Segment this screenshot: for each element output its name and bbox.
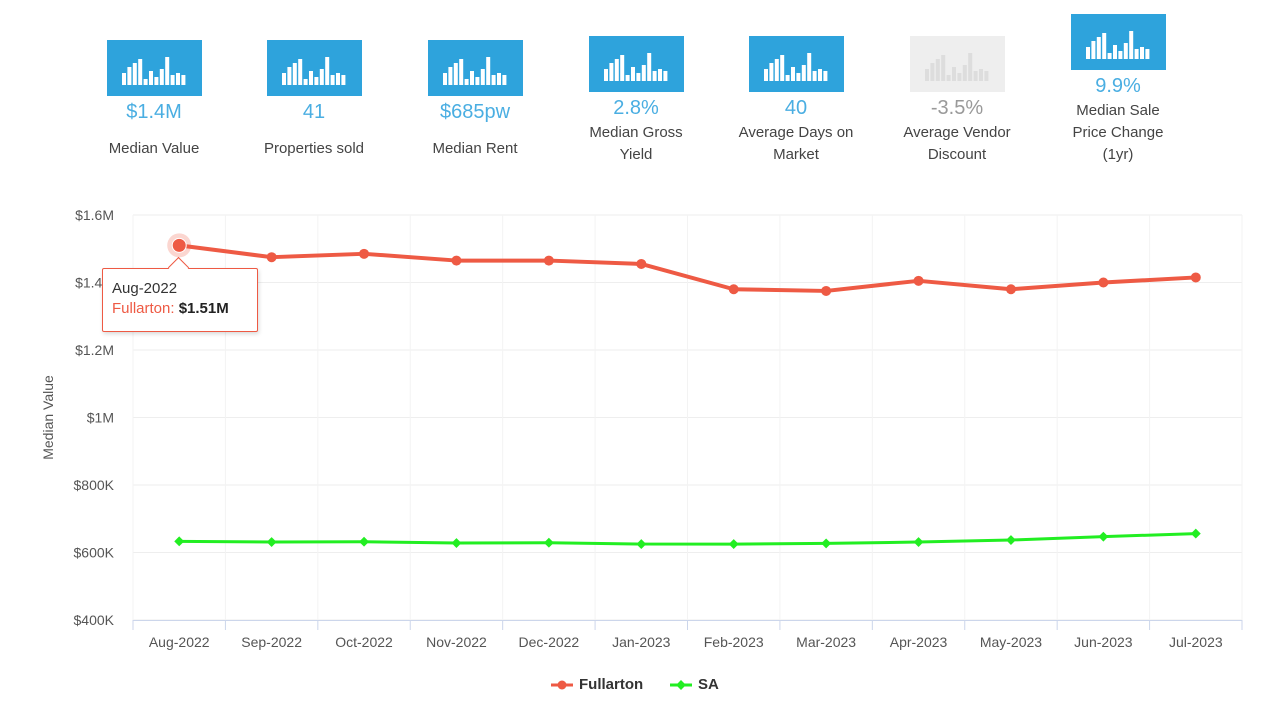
x-tick-label: Sep-2022 [241, 634, 302, 650]
stat-label-line: Average Vendor [903, 124, 1011, 141]
data-point[interactable] [728, 284, 739, 295]
data-point[interactable] [1098, 531, 1109, 542]
data-point[interactable] [1098, 277, 1109, 288]
data-point[interactable] [636, 539, 647, 550]
x-tick-label: Jan-2023 [612, 634, 671, 650]
chart-svg: $400K$600K$800K$1M$1.2M$1.4M$1.6MAug-202… [40, 207, 1243, 650]
y-tick-label: $600K [74, 545, 115, 561]
x-tick-label: Dec-2022 [519, 634, 580, 650]
y-tick-label: $1M [87, 410, 114, 426]
stat-median-gross-yield[interactable]: 2.8% Median Gross Yield [556, 36, 716, 166]
stat-value: 40 [784, 97, 808, 119]
stat-value: -3.5% [930, 97, 984, 119]
y-axis-title: Median Value [40, 375, 56, 460]
tooltip-series-line: Fullarton: $1.51M [112, 300, 229, 317]
bar-chart-icon[interactable] [1070, 14, 1166, 70]
bar-chart-icon[interactable] [909, 36, 1005, 92]
stat-average-days-on-market[interactable]: 40 Average Days on Market [716, 36, 876, 166]
stat-label: Median Rent [432, 140, 518, 157]
legend-label: SA [698, 676, 719, 693]
data-point[interactable] [451, 255, 462, 266]
data-point[interactable] [1005, 284, 1016, 295]
x-tick-label: Mar-2023 [796, 634, 856, 650]
stat-label: Median Value [108, 140, 200, 157]
stat-label: Properties sold [263, 140, 365, 157]
stat-label-line: Average Days on [738, 124, 854, 141]
data-point[interactable] [266, 252, 277, 263]
data-point[interactable] [913, 537, 924, 547]
data-point[interactable] [359, 536, 369, 547]
stat-label: Average Days on Market [716, 122, 876, 166]
stat-label: Median Sale Price Change (1yr) [1038, 100, 1198, 166]
data-point[interactable] [728, 539, 739, 550]
legend-swatch-sa [670, 679, 692, 690]
stat-value: $685pw [439, 101, 511, 123]
data-point[interactable] [359, 248, 370, 259]
data-point[interactable] [1190, 272, 1201, 283]
stat-label-line: Median Sale [1076, 102, 1160, 119]
stat-properties-sold[interactable]: 41 Properties sold [234, 40, 394, 160]
bar-chart-icon[interactable] [106, 40, 202, 96]
tooltip-series-name: Fullarton [112, 300, 171, 317]
x-tick-label: Apr-2023 [890, 634, 948, 650]
data-point[interactable] [451, 538, 462, 548]
chart-tooltip: Aug-2022 Fullarton: $1.51M [102, 256, 258, 332]
stat-label-line: Median Gross [589, 124, 683, 141]
bar-chart-icon[interactable] [748, 36, 844, 92]
stat-label-line: Price Change [1072, 124, 1164, 141]
x-tick-label: Feb-2023 [704, 634, 764, 650]
data-point[interactable] [821, 285, 832, 296]
stat-median-sale-price-change[interactable]: 9.9% Median Sale Price Change (1yr) [1038, 14, 1198, 166]
stat-label: Median Gross Yield [556, 122, 716, 166]
data-point[interactable] [636, 258, 647, 269]
bar-chart-icon[interactable] [266, 40, 362, 96]
stat-label-line: Yield [619, 146, 653, 163]
stat-label: Average Vendor Discount [877, 122, 1037, 166]
x-tick-label: Jun-2023 [1074, 634, 1133, 650]
data-point[interactable] [174, 536, 185, 547]
y-tick-label: $1.2M [75, 342, 114, 358]
x-tick-label: May-2023 [980, 634, 1042, 650]
legend-swatch-fullarton [551, 680, 573, 689]
data-point[interactable] [266, 537, 277, 547]
tooltip-date: Aug-2022 [112, 280, 178, 297]
x-tick-label: Jul-2023 [1169, 634, 1223, 650]
data-point[interactable] [171, 237, 187, 253]
data-point[interactable] [1006, 535, 1016, 545]
x-tick-label: Nov-2022 [426, 634, 487, 650]
legend-item-fullarton[interactable]: Fullarton [551, 676, 643, 693]
stats-bar: $1.4M Median Value 41 Properties sold $6… [0, 0, 1280, 200]
data-point[interactable] [543, 255, 554, 266]
legend-item-sa[interactable]: SA [670, 676, 719, 693]
y-tick-label: $400K [74, 612, 115, 628]
series-line-sa [179, 532, 1196, 546]
stat-value: 41 [302, 101, 326, 123]
bar-chart-icon[interactable] [427, 40, 523, 96]
stat-label-line: Market [773, 146, 819, 163]
x-tick-label: Oct-2022 [335, 634, 393, 650]
series-line-fullarton [178, 243, 1196, 293]
stat-value: 9.9% [1095, 75, 1141, 97]
stat-label-line: (1yr) [1102, 146, 1134, 163]
data-point[interactable] [913, 275, 924, 286]
y-tick-label: $800K [74, 477, 115, 493]
stat-value: 2.8% [613, 97, 659, 119]
stat-label-line: Discount [927, 146, 987, 163]
data-point[interactable] [1190, 528, 1201, 539]
legend-label: Fullarton [579, 676, 644, 693]
data-point[interactable] [821, 538, 832, 549]
median-value-chart: $400K $600K $800K $1M $1.2M $1.4M $1.6M Aug-202… [0, 200, 1280, 711]
tooltip-value: $1.51M [178, 300, 229, 317]
stat-median-rent[interactable]: $685pw Median Rent [395, 40, 555, 160]
stat-average-vendor-discount[interactable]: -3.5% Average Vendor Discount [877, 36, 1037, 166]
chart-legend: Fullarton SA [0, 676, 1280, 700]
stat-value: $1.4M [126, 101, 182, 123]
x-tick-label: Aug-2022 [149, 634, 210, 650]
y-tick-label: $1.6M [75, 207, 114, 223]
bar-chart-icon[interactable] [588, 36, 684, 92]
stat-median-value[interactable]: $1.4M Median Value [74, 40, 234, 160]
data-point[interactable] [543, 537, 554, 548]
